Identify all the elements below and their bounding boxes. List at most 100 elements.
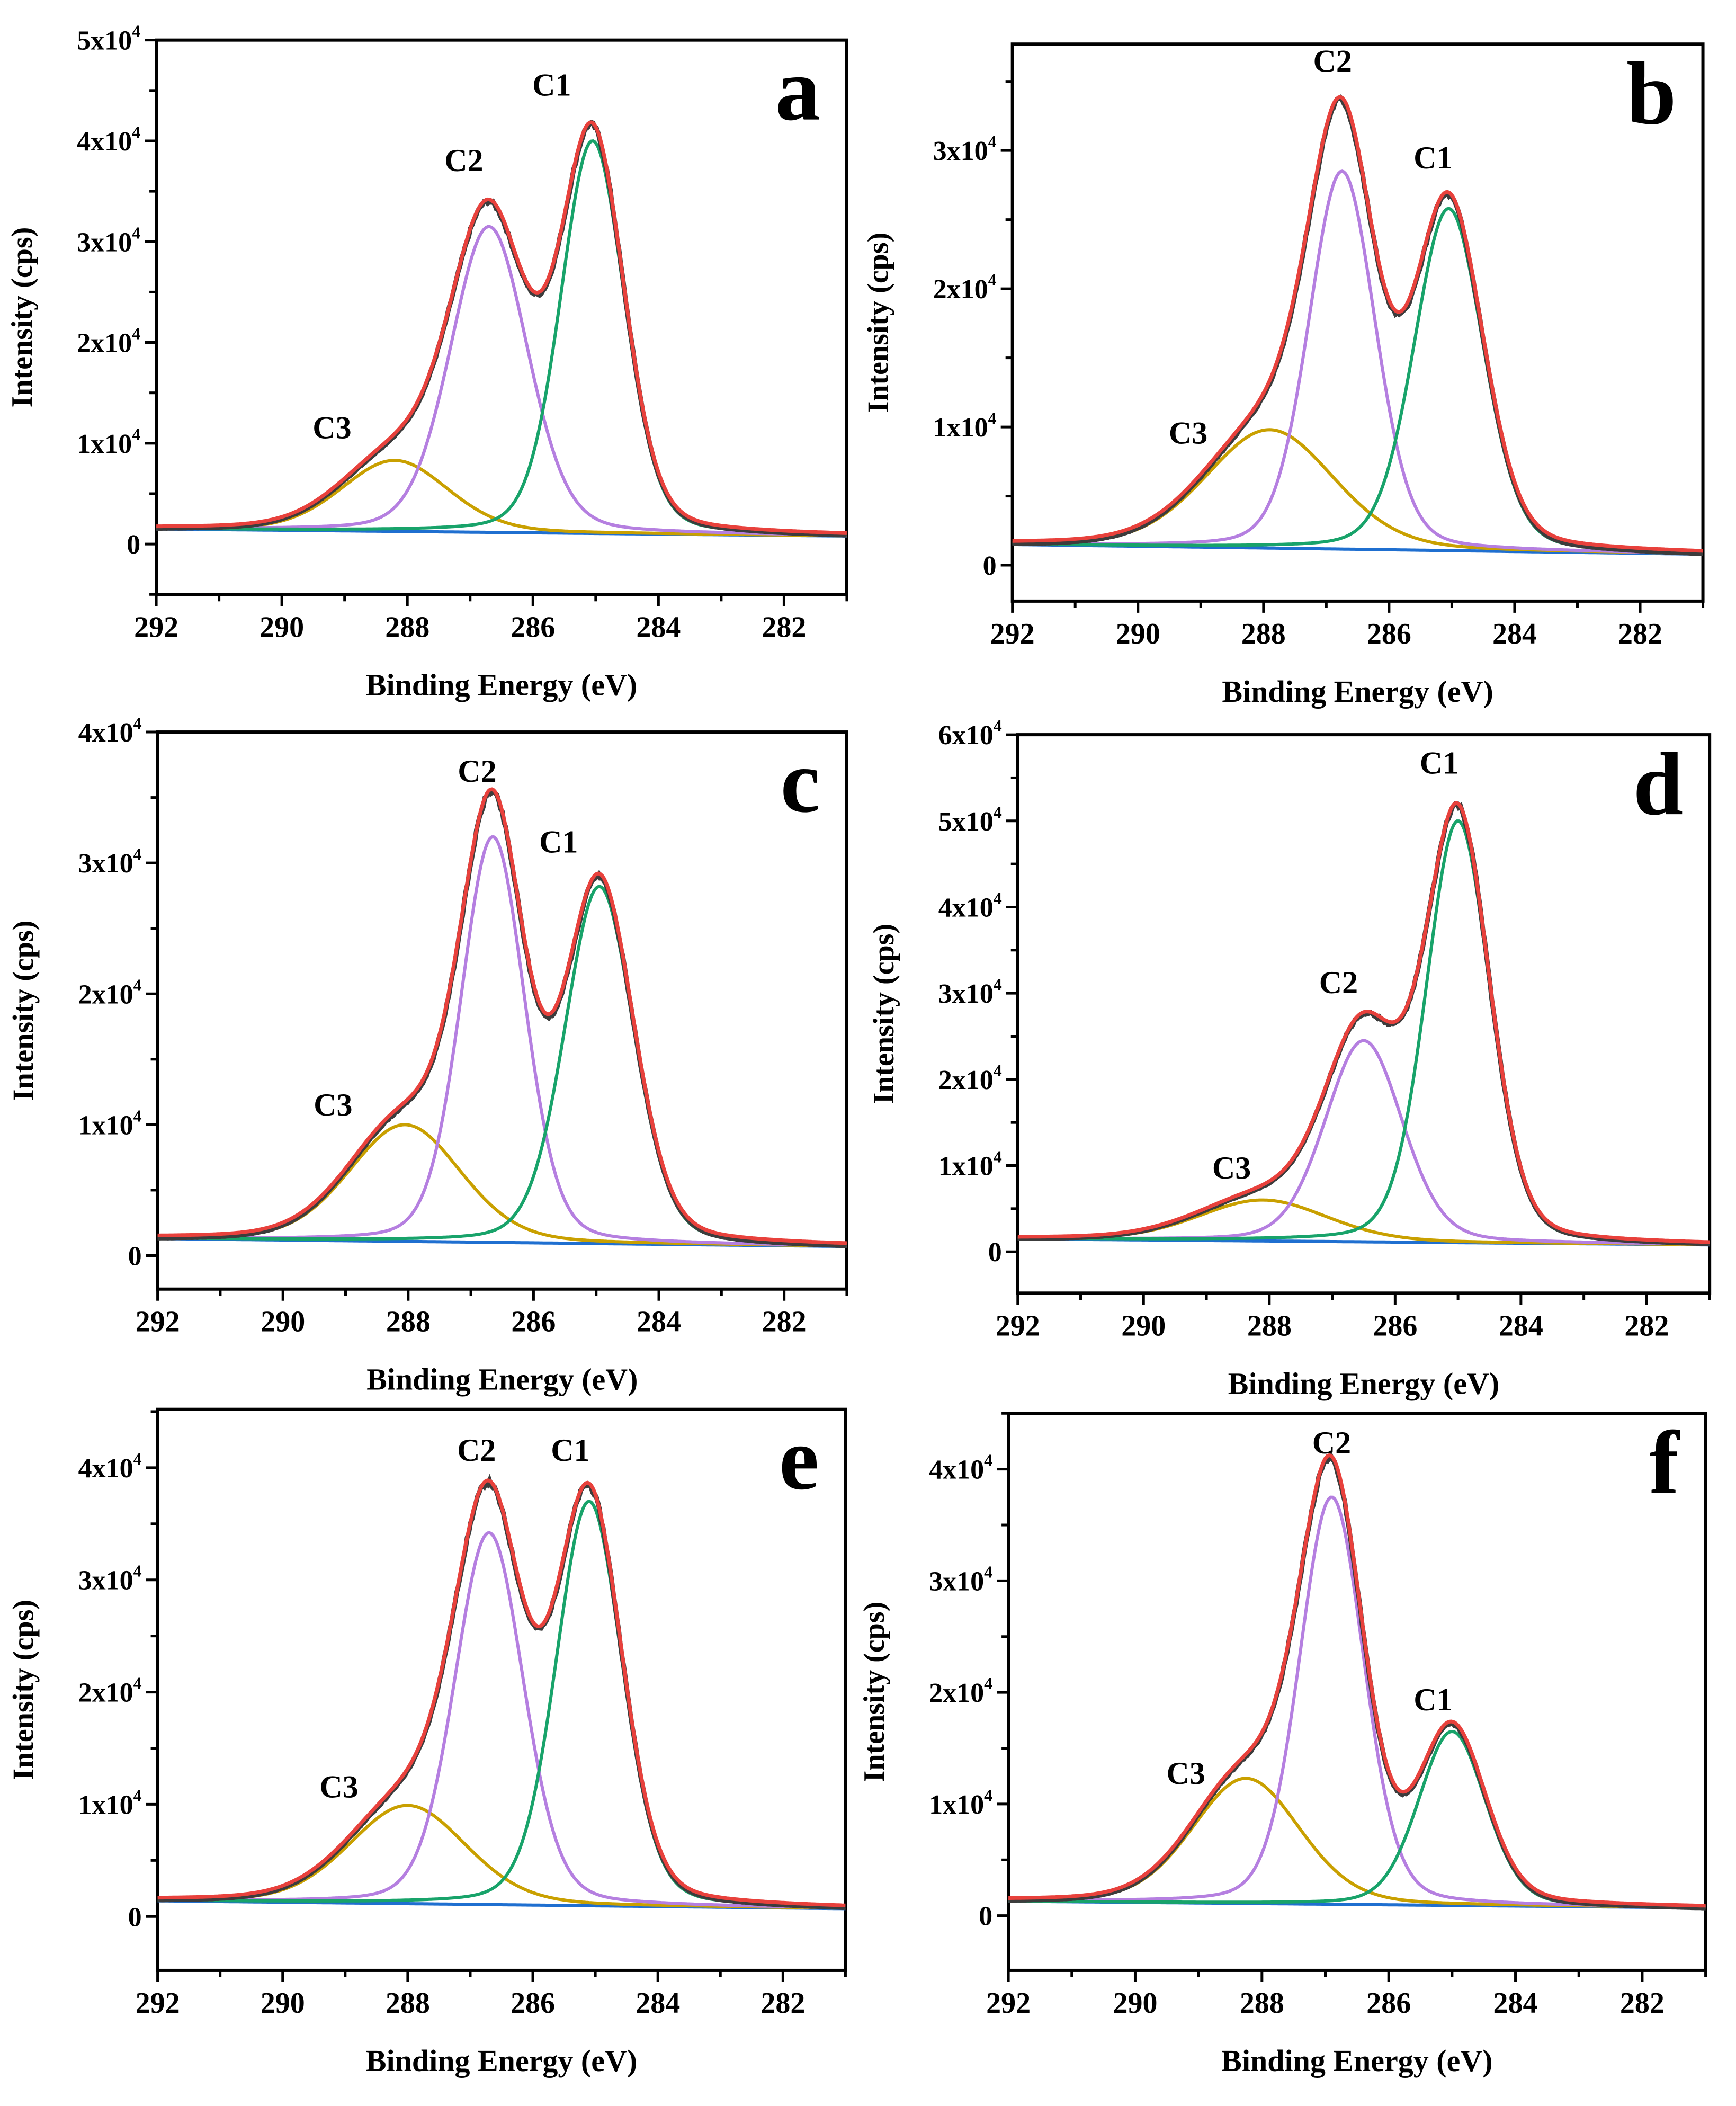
peak-label-c3: C3	[1167, 1756, 1205, 1791]
x-tick-label: 284	[636, 1987, 680, 2020]
component-c2-curve	[157, 835, 847, 1247]
y-tick-label: 2x104	[78, 1674, 142, 1708]
y-tick-label: 6x104	[938, 716, 1002, 751]
plot-frame	[1010, 42, 1705, 603]
x-tick-label: 290	[1113, 1987, 1157, 2020]
x-tick-label: 288	[1241, 618, 1286, 650]
y-tick-exponent: 4	[984, 1674, 992, 1693]
x-axis-label: Binding Energy (eV)	[366, 667, 637, 702]
y-axis-label: Intensity (cps)	[7, 921, 40, 1101]
y-tick-label: 4x104	[77, 122, 140, 157]
y-tick-label: 0	[988, 1237, 1002, 1268]
y-tick-label: 1x104	[933, 408, 997, 443]
y-tick-mantissa: 0	[979, 1902, 992, 1932]
y-tick-label: 4x104	[78, 1449, 142, 1484]
fit-envelope-curve	[1017, 801, 1710, 1244]
x-axis-label: Binding Energy (eV)	[1222, 674, 1493, 709]
y-tick-mantissa: 0	[127, 530, 140, 560]
y-tick-exponent: 4	[132, 324, 140, 343]
y-tick-exponent: 4	[133, 1674, 142, 1693]
y-tick-mantissa: 0	[128, 1902, 142, 1932]
y-tick-label: 1x104	[929, 1786, 992, 1820]
y-tick-label: 0	[128, 1241, 142, 1271]
x-tick-label: 292	[996, 1309, 1040, 1342]
x-tick-label: 282	[762, 1306, 807, 1338]
y-tick-exponent: 4	[132, 122, 140, 141]
fit-envelope-curve	[157, 1478, 846, 1907]
x-tick-label: 286	[1373, 1309, 1417, 1342]
y-tick-label: 4x104	[929, 1451, 992, 1485]
x-axis-label: Binding Energy (eV)	[366, 1362, 638, 1397]
y-tick-mantissa: 1x10	[78, 1790, 133, 1820]
panel-b: 292 290 288 286 284 28201x1042x1043x104Bindin…	[862, 42, 1705, 709]
y-tick-mantissa: 3x10	[933, 136, 988, 166]
y-tick-mantissa: 2x10	[78, 1678, 133, 1708]
x-axis-label: Binding Energy (eV)	[1221, 2043, 1492, 2078]
y-tick-mantissa: 4x10	[77, 127, 132, 157]
y-tick-exponent: 4	[133, 1449, 142, 1468]
y-axis-label: Intensity (cps)	[862, 233, 895, 413]
x-tick-label: 290	[261, 1306, 305, 1338]
y-tick-label: 0	[979, 1902, 992, 1932]
y-tick-mantissa: 3x10	[77, 227, 132, 257]
x-tick-label: 286	[1367, 618, 1411, 650]
x-tick-label: 288	[386, 1306, 431, 1338]
y-tick-exponent: 4	[988, 408, 997, 427]
x-tick-label: 290	[261, 1987, 305, 2020]
y-tick-mantissa: 1x10	[933, 413, 988, 443]
y-axis-label: Intensity (cps)	[867, 924, 900, 1104]
x-tick-label: 286	[511, 611, 555, 644]
y-tick-mantissa: 6x10	[938, 720, 994, 751]
y-tick-mantissa: 2x10	[78, 979, 133, 1010]
peak-label-c2: C2	[1313, 43, 1352, 78]
y-tick-exponent: 4	[133, 1561, 142, 1581]
fit-envelope-curve	[156, 120, 847, 535]
y-tick-mantissa: 1x10	[77, 429, 132, 459]
y-tick-label: 2x104	[77, 324, 140, 359]
y-tick-mantissa: 2x10	[933, 274, 988, 305]
y-tick-mantissa: 2x10	[77, 328, 132, 359]
x-tick-label: 292	[986, 1987, 1031, 2020]
x-tick-label: 288	[1247, 1309, 1292, 1342]
y-tick-label: 1x104	[77, 425, 140, 459]
component-c2-curve	[1017, 1039, 1710, 1246]
x-tick-label: 290	[259, 611, 304, 644]
panel-f: 292 290 288 286 284 28201x1042x1043x1044x104B…	[858, 1412, 1707, 2078]
y-tick-exponent: 4	[994, 1061, 1002, 1080]
plot-frame	[1016, 733, 1712, 1295]
peak-label-c2: C2	[458, 754, 496, 789]
x-tick-label: 290	[1116, 618, 1160, 650]
y-tick-label: 2x104	[929, 1674, 992, 1708]
peak-label-c2: C2	[444, 143, 483, 178]
y-tick-label: 3x104	[78, 844, 142, 879]
peak-label-c1: C1	[539, 824, 578, 859]
peak-label-c1: C1	[1420, 745, 1458, 780]
y-tick-exponent: 4	[132, 425, 140, 444]
x-tick-label: 288	[385, 611, 429, 644]
y-tick-mantissa: 0	[988, 1237, 1002, 1268]
plot-frame	[155, 38, 848, 596]
fit-envelope-curve	[1012, 95, 1703, 553]
y-tick-label: 1x104	[78, 1106, 142, 1140]
peak-label-c2: C2	[1319, 965, 1358, 1000]
x-tick-label: 286	[511, 1987, 555, 2020]
x-tick-label: 292	[136, 1306, 180, 1338]
y-tick-exponent: 4	[132, 22, 140, 41]
x-tick-label: 292	[990, 618, 1035, 650]
y-tick-exponent: 4	[133, 713, 142, 733]
y-tick-label: 4x104	[78, 713, 142, 748]
peak-label-c3: C3	[1169, 415, 1207, 450]
y-tick-exponent: 4	[984, 1786, 992, 1805]
component-c1-curve	[1008, 1729, 1706, 1909]
panel-c: 292 290 288 286 284 28201x1042x1043x1044x104B…	[7, 713, 848, 1397]
component-c3-curve	[1008, 1777, 1706, 1909]
fit-envelope-curve	[157, 787, 847, 1245]
y-tick-label: 5x104	[77, 22, 140, 56]
raw-data-curve	[1008, 1451, 1706, 1911]
y-tick-mantissa: 5x10	[938, 807, 994, 837]
y-tick-exponent: 4	[133, 844, 142, 863]
panel-d: 292 290 288 286 284 28201x1042x1043x1044x1045…	[867, 716, 1712, 1400]
y-tick-mantissa: 2x10	[938, 1065, 994, 1095]
y-tick-mantissa: 5x10	[77, 26, 132, 56]
